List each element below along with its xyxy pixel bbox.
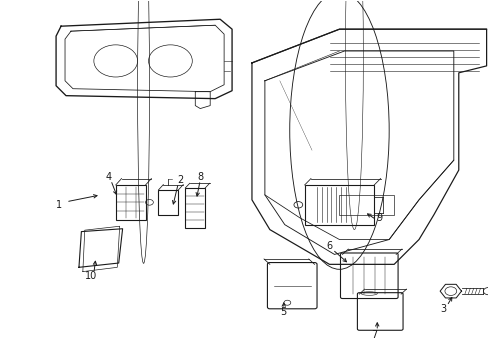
Text: 3: 3 bbox=[440, 304, 446, 314]
Text: 10: 10 bbox=[84, 271, 97, 281]
Bar bbox=[339, 195, 393, 215]
Text: 4: 4 bbox=[105, 172, 112, 182]
Text: 9: 9 bbox=[375, 213, 382, 223]
Text: 1: 1 bbox=[56, 200, 62, 210]
Bar bbox=[185, 188, 205, 228]
Text: 6: 6 bbox=[326, 242, 332, 252]
Text: 2: 2 bbox=[177, 175, 183, 185]
Bar bbox=[158, 190, 178, 215]
Text: 7: 7 bbox=[370, 330, 377, 340]
Bar bbox=[116, 185, 145, 220]
Text: 8: 8 bbox=[197, 172, 203, 182]
Bar bbox=[304, 185, 373, 225]
Text: 5: 5 bbox=[280, 307, 286, 317]
